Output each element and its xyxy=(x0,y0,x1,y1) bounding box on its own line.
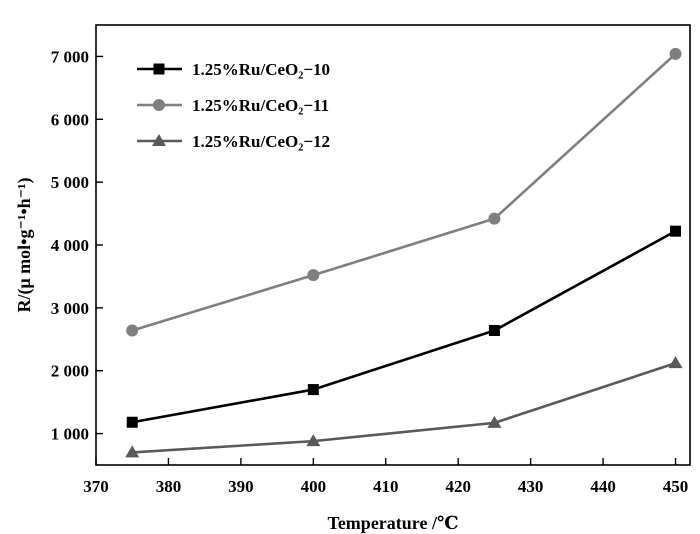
legend-item: 1.25%Ru/CeO₂−12 xyxy=(137,132,330,151)
x-tick-label: 410 xyxy=(373,477,399,496)
data-point xyxy=(126,416,138,428)
plot-frame xyxy=(95,24,691,466)
series-line xyxy=(131,52,677,332)
data-point xyxy=(307,269,320,282)
y-tick-label: 4 000 xyxy=(51,236,89,255)
y-tick-label: 7 000 xyxy=(51,47,89,66)
data-point xyxy=(487,415,502,428)
series-layer xyxy=(125,47,683,458)
legend-marker xyxy=(153,63,165,75)
x-tick-label: 370 xyxy=(83,477,109,496)
data-point xyxy=(488,324,500,336)
legend-item: 1.25%Ru/CeO₂−10 xyxy=(137,60,330,79)
y-axis: 1 000 2 000 3 000 4 000 5 000 6 000 7 000 xyxy=(51,47,103,444)
series-2 xyxy=(126,47,682,337)
data-point xyxy=(306,434,321,447)
legend-item: 1.25%Ru/CeO₂−11 xyxy=(137,96,329,115)
y-tick-label: 2 000 xyxy=(51,362,89,381)
y-tick-label: 6 000 xyxy=(51,110,89,129)
series-line xyxy=(132,361,676,454)
data-point xyxy=(125,445,140,458)
legend-label: 1.25%Ru/CeO₂−10 xyxy=(192,60,330,79)
x-axis-title: Temperature /℃ xyxy=(327,513,458,533)
legend-label: 1.25%Ru/CeO₂−12 xyxy=(192,132,330,151)
x-tick-label: 390 xyxy=(228,477,254,496)
legend: 1.25%Ru/CeO₂−10 1.25%Ru/CeO₂−11 1.25%Ru/Ce… xyxy=(137,60,330,151)
series-1 xyxy=(126,225,682,428)
legend-marker xyxy=(152,134,166,146)
data-point xyxy=(669,47,682,60)
data-point xyxy=(126,324,139,337)
x-tick-label: 430 xyxy=(518,477,544,496)
data-point xyxy=(668,356,683,369)
x-tick-label: 420 xyxy=(445,477,471,496)
y-tick-label: 3 000 xyxy=(51,299,89,318)
series-line xyxy=(131,230,677,424)
legend-marker xyxy=(153,99,165,111)
x-tick-label: 440 xyxy=(590,477,616,496)
y-tick-label: 1 000 xyxy=(51,425,89,444)
x-tick-label: 450 xyxy=(663,477,689,496)
x-axis: 370 380 390 400 410 420 430 440 450 xyxy=(83,458,688,496)
x-tick-label: 400 xyxy=(301,477,327,496)
series-3 xyxy=(125,356,683,458)
x-tick-label: 380 xyxy=(156,477,182,496)
legend-label: 1.25%Ru/CeO₂−11 xyxy=(192,96,329,115)
data-point xyxy=(670,225,682,237)
data-point xyxy=(307,384,319,396)
data-point xyxy=(488,212,501,225)
y-tick-label: 5 000 xyxy=(51,173,89,192)
y-axis-title: R/(μ mol•g⁻¹•h⁻¹) xyxy=(14,177,35,312)
